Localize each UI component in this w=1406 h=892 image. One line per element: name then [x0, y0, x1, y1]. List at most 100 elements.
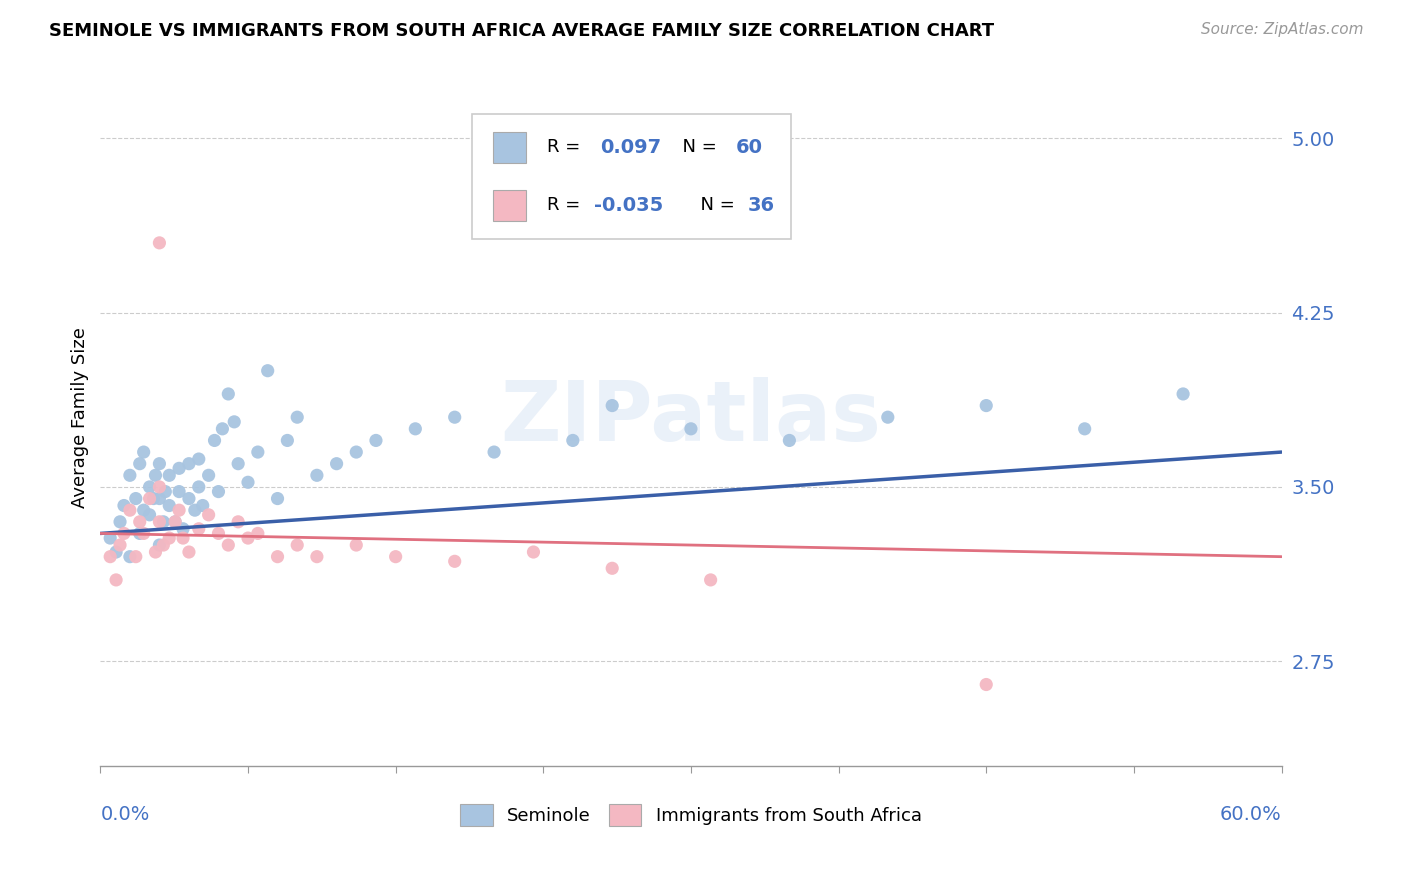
Point: [561, 434, 583, 448]
Point: [305, 549, 328, 564]
Text: -0.035: -0.035: [595, 195, 664, 215]
Point: [384, 549, 406, 564]
Bar: [492, 132, 526, 162]
Point: [266, 491, 288, 506]
Text: 0.0%: 0.0%: [100, 805, 149, 824]
Point: [256, 364, 278, 378]
Text: N =: N =: [689, 196, 740, 214]
Point: [876, 410, 898, 425]
Point: [266, 549, 288, 564]
Point: [184, 503, 207, 517]
Point: [148, 515, 170, 529]
Point: [211, 422, 233, 436]
Point: [207, 526, 229, 541]
Point: [148, 457, 170, 471]
Point: [679, 422, 702, 436]
Point: [108, 538, 131, 552]
Point: [699, 573, 721, 587]
Point: [217, 538, 239, 552]
Point: [98, 549, 121, 564]
Point: [152, 515, 174, 529]
Point: [246, 526, 269, 541]
Point: [108, 515, 131, 529]
Point: [157, 531, 180, 545]
Point: [165, 515, 187, 529]
Point: [167, 484, 190, 499]
Point: [125, 491, 148, 506]
Point: [177, 491, 200, 506]
Point: [344, 445, 367, 459]
Point: [187, 452, 209, 467]
Point: [167, 503, 190, 517]
Point: [226, 457, 249, 471]
Point: [285, 538, 308, 552]
Point: [285, 410, 308, 425]
Point: [145, 545, 167, 559]
Point: [128, 515, 150, 529]
Point: [105, 545, 128, 559]
Point: [112, 526, 135, 541]
Point: [236, 475, 259, 490]
Point: [187, 480, 209, 494]
Point: [1171, 387, 1194, 401]
Y-axis label: Average Family Size: Average Family Size: [72, 326, 89, 508]
Point: [404, 422, 426, 436]
Point: [132, 526, 155, 541]
Text: 36: 36: [748, 195, 775, 215]
Point: [226, 515, 249, 529]
Point: [132, 445, 155, 459]
Point: [191, 499, 214, 513]
Bar: [492, 190, 526, 220]
Point: [482, 445, 505, 459]
Legend: Seminole, Immigrants from South Africa: Seminole, Immigrants from South Africa: [453, 797, 929, 833]
Point: [112, 499, 135, 513]
Point: [132, 503, 155, 517]
Point: [197, 468, 219, 483]
Text: 60.0%: 60.0%: [1220, 805, 1281, 824]
Point: [177, 457, 200, 471]
Point: [522, 545, 544, 559]
Point: [152, 538, 174, 552]
Point: [128, 457, 150, 471]
Point: [155, 484, 177, 499]
Point: [974, 399, 997, 413]
Point: [138, 508, 160, 522]
Point: [125, 549, 148, 564]
Point: [974, 677, 997, 691]
Point: [157, 468, 180, 483]
Text: ZIPatlas: ZIPatlas: [501, 376, 882, 458]
Point: [167, 461, 190, 475]
Point: [204, 434, 226, 448]
Text: N =: N =: [671, 138, 723, 156]
Point: [364, 434, 387, 448]
Text: 0.097: 0.097: [600, 137, 661, 157]
Point: [236, 531, 259, 545]
Point: [148, 538, 170, 552]
Point: [1073, 422, 1095, 436]
Point: [207, 484, 229, 499]
Point: [105, 573, 128, 587]
Point: [148, 235, 170, 250]
Point: [600, 399, 623, 413]
Point: [148, 491, 170, 506]
Point: [217, 387, 239, 401]
Point: [145, 468, 167, 483]
Point: [443, 410, 465, 425]
Point: [187, 522, 209, 536]
Point: [246, 445, 269, 459]
Point: [118, 549, 141, 564]
Point: [118, 503, 141, 517]
Point: [443, 554, 465, 568]
Point: [276, 434, 298, 448]
Text: SEMINOLE VS IMMIGRANTS FROM SOUTH AFRICA AVERAGE FAMILY SIZE CORRELATION CHART: SEMINOLE VS IMMIGRANTS FROM SOUTH AFRICA…: [49, 22, 994, 40]
Point: [172, 522, 194, 536]
Point: [138, 491, 160, 506]
Text: R =: R =: [547, 138, 592, 156]
Point: [98, 531, 121, 545]
Point: [305, 468, 328, 483]
FancyBboxPatch shape: [472, 114, 792, 239]
Text: 60: 60: [735, 137, 763, 157]
Point: [157, 499, 180, 513]
Point: [165, 515, 187, 529]
Point: [197, 508, 219, 522]
